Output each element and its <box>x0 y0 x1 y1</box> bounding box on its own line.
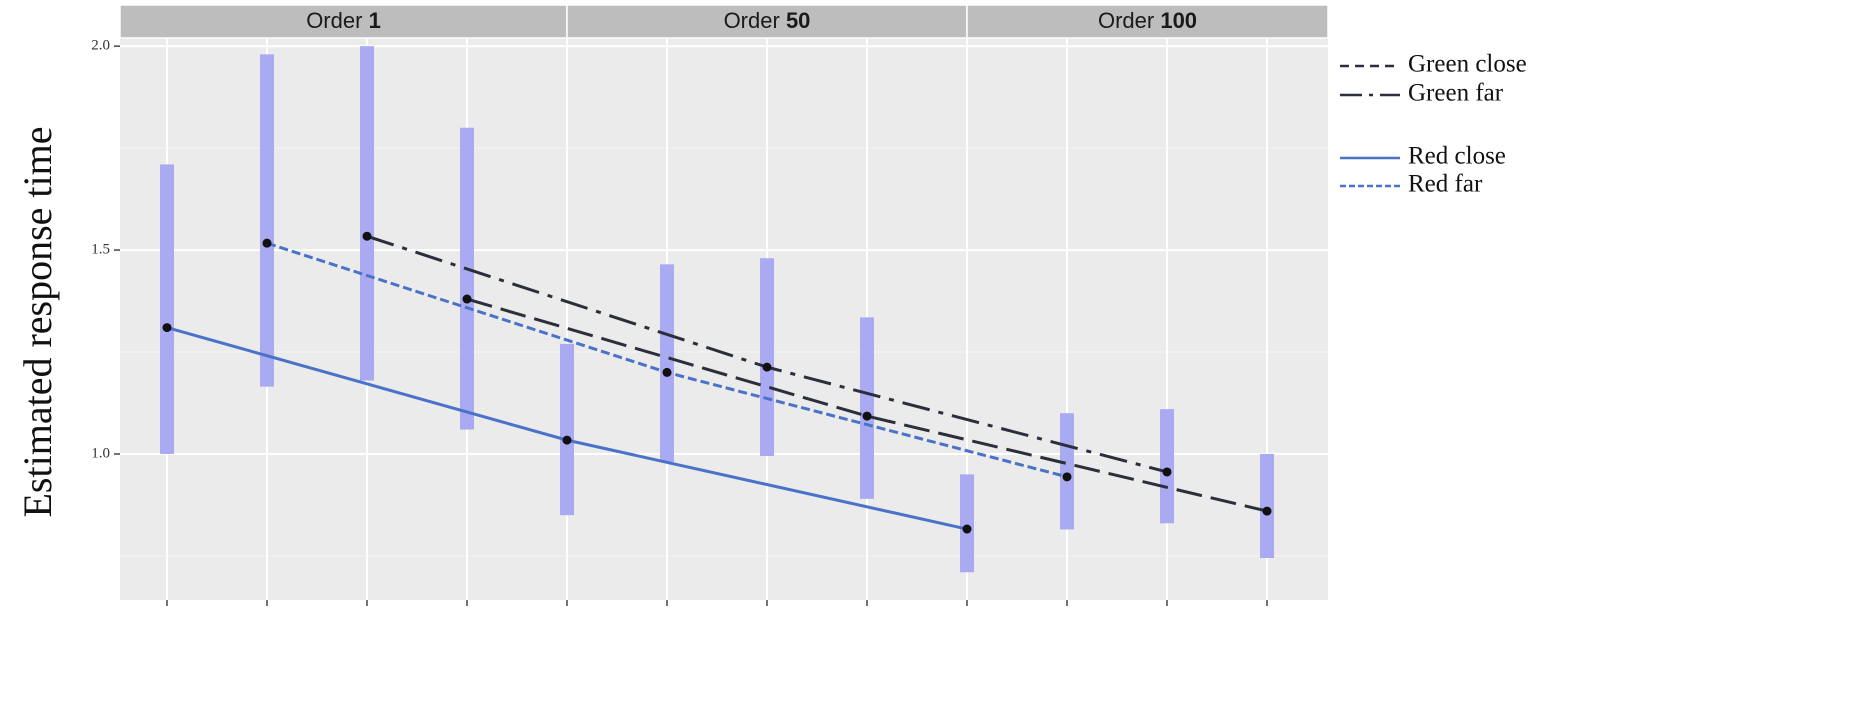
legend-label: Green close <box>1408 51 1527 78</box>
error-bar <box>860 317 874 499</box>
point <box>962 524 972 534</box>
point <box>562 435 572 445</box>
facet-strip <box>966 4 1329 39</box>
y-axis-label: Estimated response time <box>15 126 60 517</box>
error-bar <box>160 164 174 454</box>
legend-label: Red far <box>1408 171 1483 198</box>
error-bar <box>760 258 774 457</box>
point <box>1162 467 1172 477</box>
point <box>362 231 372 241</box>
facet-label-text: Order <box>724 8 780 33</box>
point <box>162 323 172 333</box>
error-bar <box>360 46 374 381</box>
point <box>862 411 872 421</box>
error-bar <box>460 127 474 430</box>
point <box>662 367 672 377</box>
error-bar <box>560 343 574 516</box>
legend-label: Green far <box>1408 80 1504 107</box>
facet-label-number: 1 <box>369 8 381 33</box>
facet-label: Order 50 <box>724 8 811 33</box>
y-tick-label: 1.5 <box>91 242 110 258</box>
facet-label: Order 1 <box>306 8 381 33</box>
facet-label-text: Order <box>306 8 362 33</box>
legend-label: Red close <box>1408 143 1506 170</box>
point <box>762 362 772 372</box>
error-bar <box>260 54 274 387</box>
facet-label: Order 100 <box>1098 8 1197 33</box>
point <box>1062 472 1072 482</box>
error-bar <box>1060 413 1074 530</box>
facet-label-text: Order <box>1098 8 1154 33</box>
error-bar <box>1260 453 1274 558</box>
facet-label-number: 50 <box>786 8 810 33</box>
y-tick-label: 2.0 <box>91 38 110 54</box>
error-bar <box>960 474 974 573</box>
facet-label-number: 100 <box>1160 8 1197 33</box>
error-bar <box>660 264 674 463</box>
error-bar <box>1160 409 1174 524</box>
plot-background <box>120 38 1328 600</box>
y-tick-label: 1.0 <box>91 445 110 461</box>
point <box>462 294 472 304</box>
point <box>262 238 272 248</box>
series-line <box>466 297 1268 513</box>
point <box>1262 506 1272 516</box>
